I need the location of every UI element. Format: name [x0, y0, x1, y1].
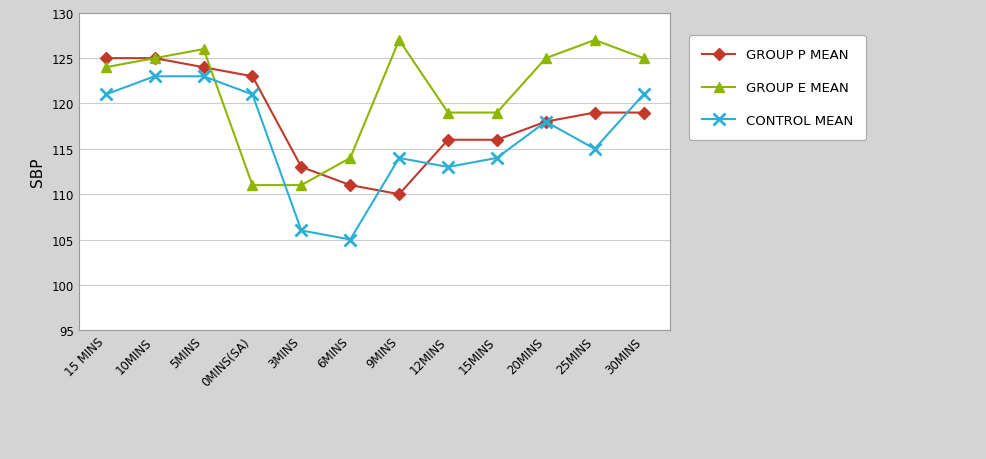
- GROUP P MEAN: [296, 165, 308, 170]
- CONTROL MEAN: [149, 74, 161, 80]
- CONTROL MEAN: [393, 156, 405, 161]
- CONTROL MEAN: [197, 74, 209, 80]
- CONTROL MEAN: [540, 120, 552, 125]
- GROUP E MEAN: [149, 56, 161, 62]
- GROUP E MEAN: [589, 38, 600, 44]
- Line: GROUP P MEAN: GROUP P MEAN: [102, 55, 648, 199]
- GROUP E MEAN: [442, 111, 454, 116]
- GROUP P MEAN: [491, 138, 503, 143]
- GROUP P MEAN: [589, 111, 600, 116]
- CONTROL MEAN: [589, 147, 600, 152]
- GROUP P MEAN: [638, 111, 650, 116]
- Line: GROUP E MEAN: GROUP E MEAN: [101, 36, 649, 190]
- GROUP E MEAN: [344, 156, 356, 161]
- GROUP E MEAN: [638, 56, 650, 62]
- GROUP E MEAN: [491, 111, 503, 116]
- CONTROL MEAN: [442, 165, 454, 170]
- GROUP E MEAN: [296, 183, 308, 189]
- GROUP P MEAN: [197, 65, 209, 71]
- GROUP P MEAN: [246, 74, 258, 80]
- GROUP E MEAN: [393, 38, 405, 44]
- GROUP E MEAN: [197, 47, 209, 53]
- Line: CONTROL MEAN: CONTROL MEAN: [101, 72, 649, 246]
- GROUP E MEAN: [100, 65, 111, 71]
- GROUP P MEAN: [540, 120, 552, 125]
- Legend: GROUP P MEAN, GROUP E MEAN, CONTROL MEAN: GROUP P MEAN, GROUP E MEAN, CONTROL MEAN: [689, 36, 866, 141]
- CONTROL MEAN: [246, 92, 258, 98]
- GROUP E MEAN: [540, 56, 552, 62]
- CONTROL MEAN: [344, 237, 356, 243]
- CONTROL MEAN: [491, 156, 503, 161]
- GROUP P MEAN: [442, 138, 454, 143]
- CONTROL MEAN: [638, 92, 650, 98]
- GROUP P MEAN: [100, 56, 111, 62]
- Y-axis label: SBP: SBP: [30, 157, 44, 187]
- CONTROL MEAN: [296, 228, 308, 234]
- GROUP P MEAN: [344, 183, 356, 189]
- CONTROL MEAN: [100, 92, 111, 98]
- GROUP E MEAN: [246, 183, 258, 189]
- GROUP P MEAN: [393, 192, 405, 197]
- GROUP P MEAN: [149, 56, 161, 62]
